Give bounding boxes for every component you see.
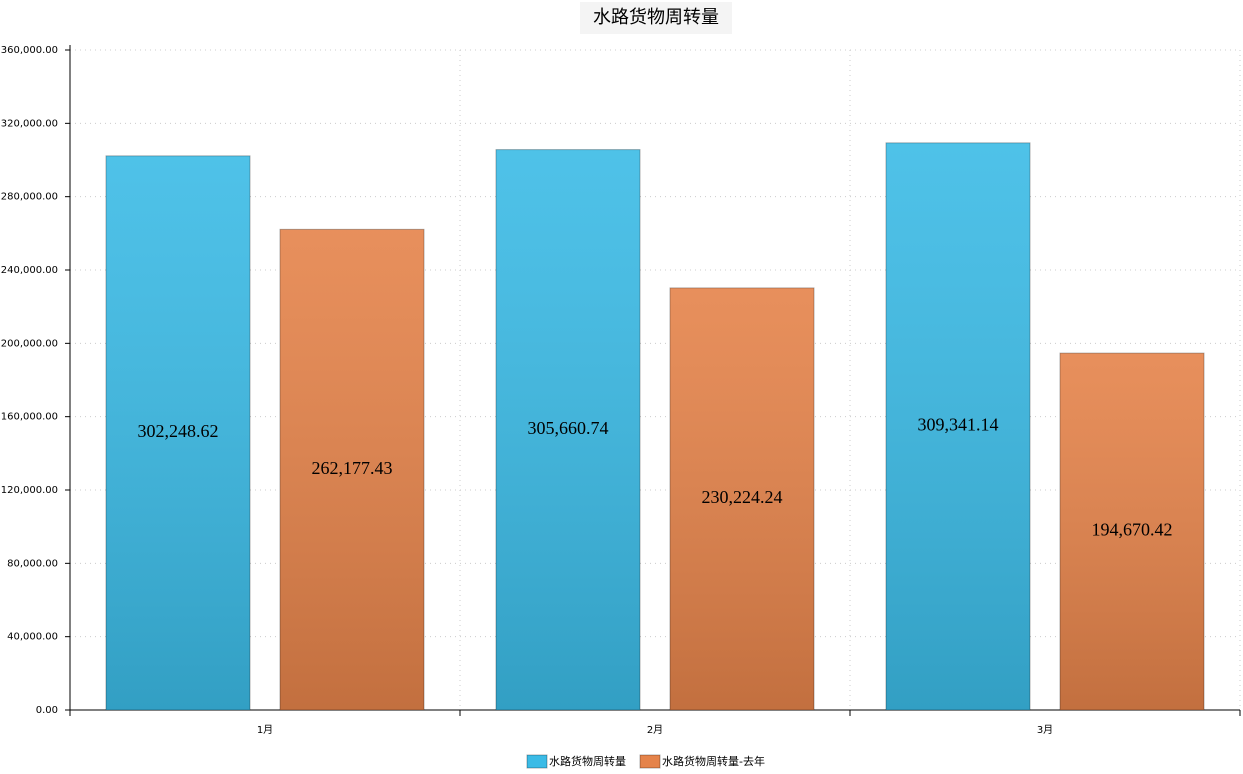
y-tick-label: 240,000.00 bbox=[1, 265, 58, 276]
y-tick-label: 40,000.00 bbox=[7, 632, 58, 643]
value-label: 302,248.62 bbox=[138, 421, 219, 441]
value-label: 194,670.42 bbox=[1092, 520, 1173, 540]
y-tick-label: 120,000.00 bbox=[1, 485, 58, 496]
x-tick-label: 1月 bbox=[257, 724, 273, 736]
value-label: 309,341.14 bbox=[918, 415, 999, 435]
y-tick-label: 280,000.00 bbox=[1, 192, 58, 203]
y-tick-label: 160,000.00 bbox=[1, 412, 58, 423]
bar-shade bbox=[670, 287, 814, 710]
legend-label: 水路货物周转量 bbox=[549, 754, 626, 768]
y-tick-label: 0.00 bbox=[36, 705, 58, 716]
x-tick-label: 3月 bbox=[1037, 724, 1053, 736]
title-box bbox=[580, 2, 732, 34]
value-label: 230,224.24 bbox=[702, 487, 783, 507]
value-label: 262,177.43 bbox=[312, 458, 393, 478]
x-tick-label: 2月 bbox=[647, 724, 663, 736]
bar-shade bbox=[1060, 353, 1204, 710]
bar-shade bbox=[280, 229, 424, 711]
legend-swatch bbox=[639, 754, 661, 769]
chart-title: 水路货物周转量 bbox=[593, 7, 719, 28]
y-tick-label: 80,000.00 bbox=[7, 558, 58, 569]
legend-swatch bbox=[526, 754, 548, 769]
y-tick-label: 320,000.00 bbox=[1, 118, 58, 129]
legend-label: 水路货物周转量-去年 bbox=[662, 754, 765, 768]
y-tick-label: 200,000.00 bbox=[1, 338, 58, 349]
y-tick-label: 360,000.00 bbox=[1, 45, 58, 56]
bar-shade bbox=[106, 155, 250, 710]
bar-shade bbox=[886, 142, 1030, 710]
value-label: 305,660.74 bbox=[528, 418, 609, 438]
bar-shade bbox=[496, 149, 640, 711]
